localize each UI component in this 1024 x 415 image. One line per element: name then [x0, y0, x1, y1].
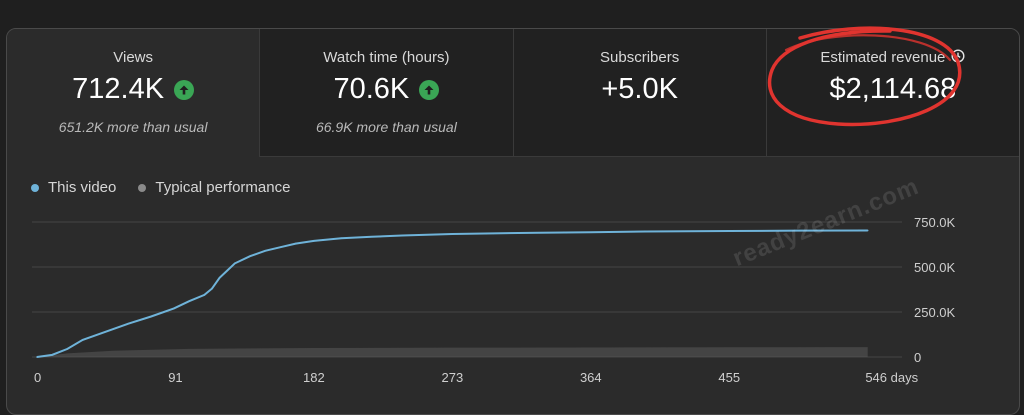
legend-label: Typical performance — [155, 179, 291, 196]
series-this-video-line — [36, 229, 868, 358]
data-point — [81, 339, 84, 341]
series-typical-performance — [37, 347, 868, 357]
metric-card-subscribers[interactable]: Subscribers +5.0K — [513, 29, 767, 157]
data-point — [401, 234, 403, 237]
y-tick-label: 250.0K — [914, 305, 956, 320]
data-point — [492, 232, 495, 235]
x-tick-label: 455 — [718, 370, 740, 385]
data-point — [728, 230, 731, 232]
analytics-panel: Views 712.4K 651.2K more than usual Watc… — [6, 28, 1020, 415]
data-point — [538, 232, 540, 234]
metric-label: Watch time (hours) — [323, 49, 450, 66]
data-point — [264, 250, 267, 252]
data-point — [233, 262, 236, 265]
x-tick-label: 182 — [303, 370, 325, 385]
data-point — [218, 277, 221, 279]
metric-note: 66.9K more than usual — [315, 119, 457, 135]
data-point — [644, 230, 647, 233]
metric-value: +5.0K — [601, 73, 678, 105]
metric-card-views[interactable]: Views 712.4K 651.2K more than usual — [7, 29, 261, 157]
data-point — [340, 237, 343, 239]
x-tick-label: 91 — [168, 370, 182, 385]
data-point — [866, 229, 869, 232]
data-point — [150, 315, 152, 318]
arrow-up-icon — [174, 79, 195, 100]
data-point — [249, 255, 251, 257]
data-point — [294, 242, 297, 245]
arrow-up-icon — [419, 79, 440, 100]
data-point — [51, 354, 54, 356]
y-tick-label: 750.0K — [914, 215, 956, 230]
legend-item-typical[interactable]: Typical performance — [138, 179, 290, 196]
chart-legend: This video Typical performance — [31, 179, 290, 196]
metric-value: 712.4K — [72, 73, 165, 105]
data-point — [66, 348, 69, 350]
metric-note: 651.2K more than usual — [58, 119, 208, 135]
data-point — [279, 246, 282, 248]
y-tick-label: 0 — [914, 350, 921, 365]
data-point — [173, 307, 175, 310]
data-point — [127, 322, 130, 325]
data-point — [36, 356, 38, 358]
y-tick-label: 500.0K — [914, 260, 956, 275]
data-point — [796, 229, 799, 232]
data-point — [188, 300, 190, 303]
legend-swatch-typical — [138, 183, 147, 192]
data-point — [104, 331, 107, 333]
x-tick-label: 273 — [441, 370, 463, 385]
legend-item-this-video[interactable]: This video — [31, 179, 116, 196]
data-point — [211, 287, 213, 290]
metric-label: Subscribers — [600, 49, 680, 66]
line-chart: 0 250.0K 500.0K 750.0K 0 91 182 273 364 455 546 da… — [32, 215, 956, 385]
metric-card-watch-time[interactable]: Watch time (hours) 70.6K 66.9K more than… — [260, 29, 514, 157]
data-point — [451, 233, 454, 235]
x-tick-label: 546 days — [865, 370, 918, 385]
data-point — [226, 269, 228, 272]
data-point — [590, 231, 592, 234]
data-point — [370, 235, 373, 238]
x-tick-label: 0 — [34, 370, 41, 385]
metric-label: Views — [113, 49, 153, 66]
legend-label: This video — [48, 179, 117, 196]
x-tick-label: 364 — [580, 370, 602, 385]
data-point — [203, 294, 206, 296]
legend-swatch-this-video — [31, 183, 39, 192]
metric-value: 70.6K — [333, 73, 410, 105]
data-point — [313, 240, 315, 242]
